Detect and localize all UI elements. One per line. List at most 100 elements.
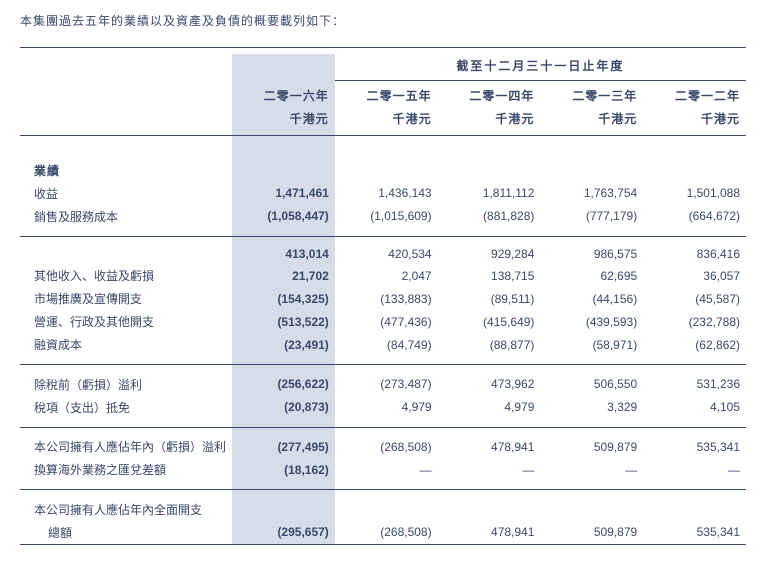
row-label: 總額 [20,521,232,544]
cell: 473,962 [438,373,541,396]
row-label: 本公司擁有人應佔年內（虧損）溢利 [20,435,232,458]
cell: 413,014 [232,244,335,264]
col-year-3: 二零一三年 [540,81,643,108]
cell: (777,179) [540,205,643,228]
cell: (62,862) [643,333,746,356]
cell: (58,971) [540,333,643,356]
cell: (881,828) [438,205,541,228]
table-row: 融資成本(23,491)(84,749)(88,877)(58,971)(62,… [20,333,746,356]
cell: (439,593) [540,310,643,333]
col-unit-2: 千港元 [438,107,541,136]
row-label: 稅項（支出）抵免 [20,396,232,419]
cell: 478,941 [438,435,541,458]
table-row: 銷售及服務成本(1,058,447)(1,015,609)(881,828)(7… [20,205,746,228]
cell: (88,877) [438,333,541,356]
cell: (664,672) [643,205,746,228]
cell: 929,284 [438,244,541,264]
col-unit-0: 千港元 [232,107,335,136]
cell: 506,550 [540,373,643,396]
cell: (45,587) [643,287,746,310]
table-row: 營運、行政及其他開支(513,522)(477,436)(415,649)(43… [20,310,746,333]
row-label [20,244,232,264]
cell: 2,047 [335,264,438,287]
cell: 1,436,143 [335,182,438,205]
cell: 1,501,088 [643,182,746,205]
cell: 478,941 [438,521,541,544]
cell: (256,622) [232,373,335,396]
table-row: 其他收入、收益及虧損21,7022,047138,71562,69536,057 [20,264,746,287]
table-row: 除稅前（虧損）溢利(256,622)(273,487)473,962506,55… [20,373,746,396]
cell: (154,325) [232,287,335,310]
row-label: 其他收入、收益及虧損 [20,264,232,287]
header-span: 截至十二月三十一日止年度 [335,54,746,81]
col-year-4: 二零一二年 [643,81,746,108]
cell: (232,788) [643,310,746,333]
col-unit-3: 千港元 [540,107,643,136]
cell: (273,487) [335,373,438,396]
cell: 3,329 [540,396,643,419]
col-year-1: 二零一五年 [335,81,438,108]
row-label: 收益 [20,182,232,205]
cell: 62,695 [540,264,643,287]
cell: 509,879 [540,435,643,458]
cell: — [335,458,438,481]
cell: (18,162) [232,458,335,481]
cell: (84,749) [335,333,438,356]
table-row: 本公司擁有人應佔年內（虧損）溢利(277,495)(268,508)478,94… [20,435,746,458]
cell: 21,702 [232,264,335,287]
table-row: 收益1,471,4611,436,1431,811,1121,763,7541,… [20,182,746,205]
table-row: 業績 [20,150,746,182]
cell: — [438,458,541,481]
cell: 4,105 [643,396,746,419]
intro-text: 本集團過去五年的業績以及資產及負債的概要載列如下： [20,12,746,29]
cell: — [643,458,746,481]
cell: (268,508) [335,435,438,458]
cell: 4,979 [335,396,438,419]
cell: 535,341 [643,521,746,544]
cell: (1,015,609) [335,205,438,228]
cell: 36,057 [643,264,746,287]
cell: 1,811,112 [438,182,541,205]
cell: 138,715 [438,264,541,287]
col-unit-1: 千港元 [335,107,438,136]
cell: (277,495) [232,435,335,458]
cell: 531,236 [643,373,746,396]
cell: 986,575 [540,244,643,264]
cell: (133,883) [335,287,438,310]
cell: (513,522) [232,310,335,333]
cell: (268,508) [335,521,438,544]
cell: (20,873) [232,396,335,419]
cell: (89,511) [438,287,541,310]
row-label: 除稅前（虧損）溢利 [20,373,232,396]
row-label: 換算海外業務之匯兌差額 [20,458,232,481]
table-row: 市場推廣及宣傳開支(154,325)(133,883)(89,511)(44,1… [20,287,746,310]
table-row: 換算海外業務之匯兌差額(18,162)———— [20,458,746,481]
cell: 836,416 [643,244,746,264]
row-label: 融資成本 [20,333,232,356]
table-row: 本公司擁有人應佔年內全面開支 [20,498,746,521]
financial-table-wrap: 截至十二月三十一日止年度 二零一六年 二零一五年 二零一四年 二零一三年 二零一… [20,47,746,545]
financial-table: 截至十二月三十一日止年度 二零一六年 二零一五年 二零一四年 二零一三年 二零一… [20,54,746,544]
cell: 535,341 [643,435,746,458]
col-year-2: 二零一四年 [438,81,541,108]
row-label: 業績 [20,150,232,182]
row-label: 本公司擁有人應佔年內全面開支 [20,498,232,521]
col-year-0: 二零一六年 [232,81,335,108]
cell: 420,534 [335,244,438,264]
cell: (415,649) [438,310,541,333]
col-unit-4: 千港元 [643,107,746,136]
row-label: 市場推廣及宣傳開支 [20,287,232,310]
cell: (23,491) [232,333,335,356]
row-label: 營運、行政及其他開支 [20,310,232,333]
cell: 1,471,461 [232,182,335,205]
cell: (1,058,447) [232,205,335,228]
cell: (44,156) [540,287,643,310]
row-label: 銷售及服務成本 [20,205,232,228]
cell: 4,979 [438,396,541,419]
table-row: 413,014420,534929,284986,575836,416 [20,244,746,264]
cell: — [540,458,643,481]
table-row: 總額(295,657)(268,508)478,941509,879535,34… [20,521,746,544]
cell: 509,879 [540,521,643,544]
table-row: 稅項（支出）抵免(20,873)4,9794,9793,3294,105 [20,396,746,419]
cell: (295,657) [232,521,335,544]
